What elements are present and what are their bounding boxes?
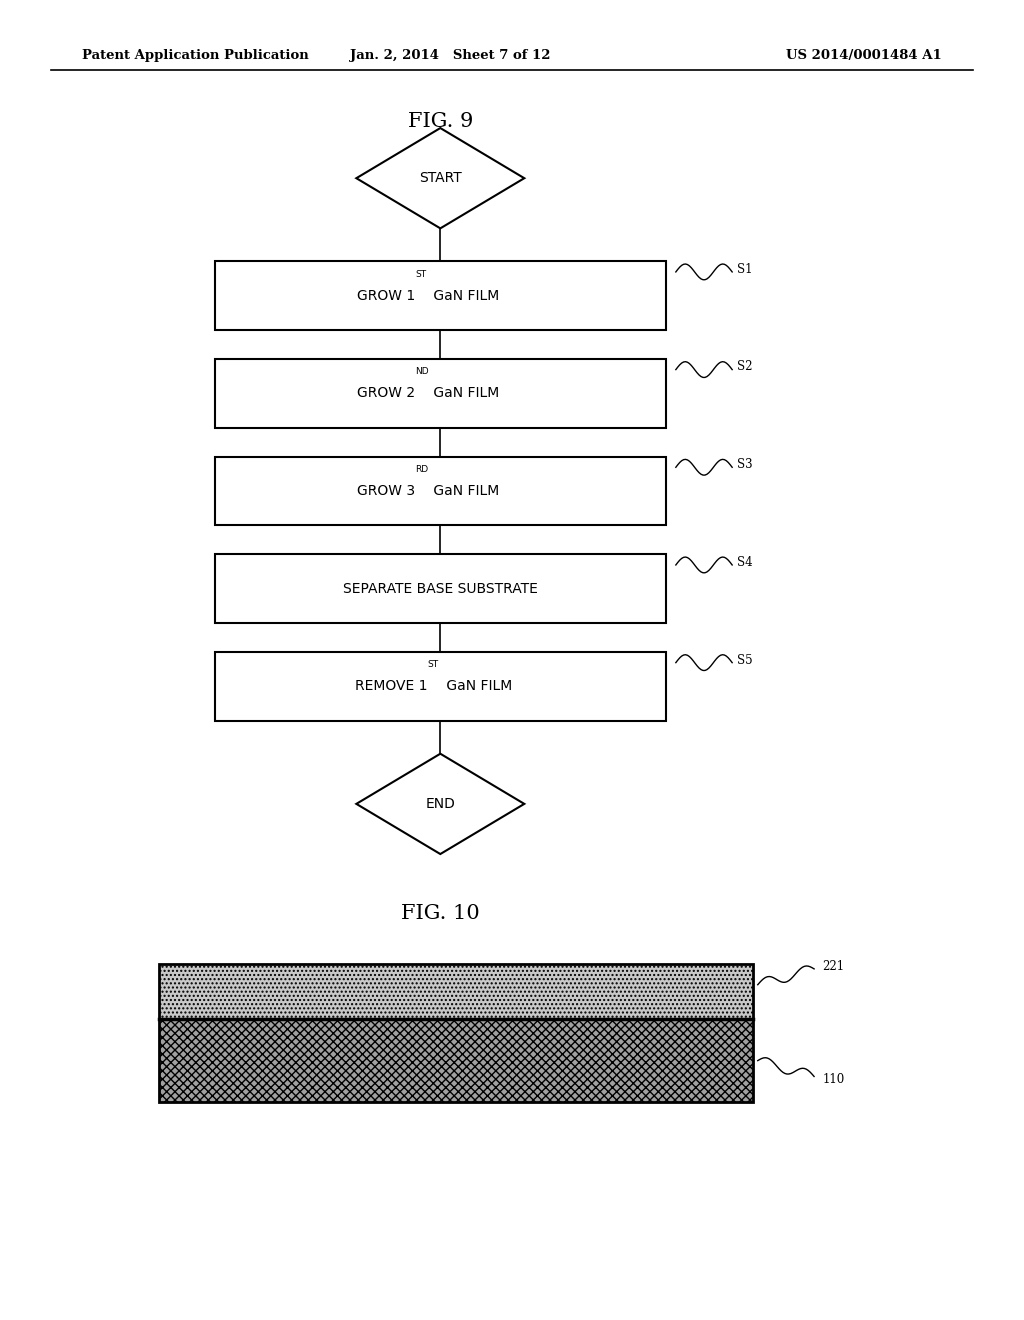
Text: FIG. 9: FIG. 9: [408, 112, 473, 131]
Text: S3: S3: [737, 458, 753, 471]
Text: SEPARATE BASE SUBSTRATE: SEPARATE BASE SUBSTRATE: [343, 582, 538, 595]
Text: GROW 1: GROW 1: [356, 289, 415, 302]
Polygon shape: [356, 128, 524, 228]
Text: ND: ND: [415, 367, 429, 376]
Text: REMOVE 1: REMOVE 1: [354, 680, 427, 693]
Text: GaN FILM: GaN FILM: [429, 387, 500, 400]
Text: GROW 2: GROW 2: [356, 387, 415, 400]
Bar: [215, 457, 666, 525]
Text: ST: ST: [415, 269, 426, 279]
Text: Patent Application Publication: Patent Application Publication: [82, 49, 308, 62]
Text: GaN FILM: GaN FILM: [441, 680, 512, 693]
Text: FIG. 10: FIG. 10: [401, 904, 479, 923]
Bar: [159, 964, 753, 1102]
Text: Jan. 2, 2014   Sheet 7 of 12: Jan. 2, 2014 Sheet 7 of 12: [350, 49, 551, 62]
Text: US 2014/0001484 A1: US 2014/0001484 A1: [786, 49, 942, 62]
Text: GROW 3: GROW 3: [356, 484, 415, 498]
Bar: [215, 359, 666, 428]
Text: 221: 221: [822, 960, 845, 973]
Text: S2: S2: [737, 360, 753, 374]
Polygon shape: [356, 754, 524, 854]
Text: ST: ST: [427, 660, 438, 669]
Bar: [215, 261, 666, 330]
Bar: [215, 652, 666, 721]
Text: S4: S4: [737, 556, 753, 569]
Text: START: START: [419, 172, 462, 185]
Text: RD: RD: [415, 465, 428, 474]
Text: GaN FILM: GaN FILM: [429, 289, 500, 302]
Text: S1: S1: [737, 263, 753, 276]
Text: 110: 110: [822, 1073, 845, 1085]
Text: S5: S5: [737, 653, 753, 667]
Bar: [159, 964, 753, 1019]
Text: GaN FILM: GaN FILM: [429, 484, 500, 498]
Bar: [159, 1019, 753, 1102]
Text: END: END: [425, 797, 456, 810]
Bar: [215, 554, 666, 623]
